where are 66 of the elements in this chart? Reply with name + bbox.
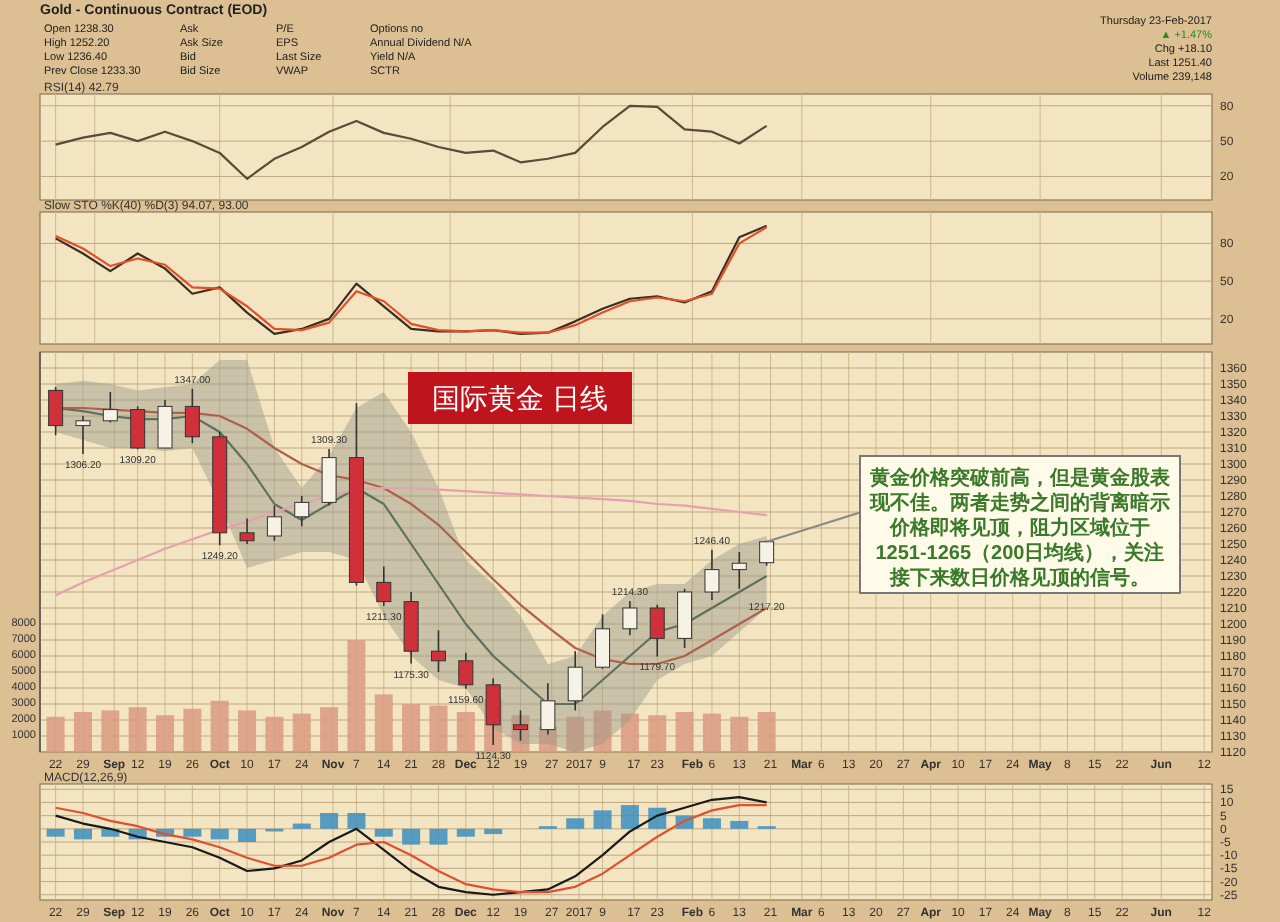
candlestick [622,600,638,636]
bar [566,716,585,752]
candlestick [75,415,91,455]
bar [46,828,65,837]
bar [238,828,257,842]
candlestick [430,629,446,673]
bar [320,813,339,829]
bar [675,712,694,752]
bar [593,710,612,752]
bar [347,640,366,752]
bar [429,705,448,752]
bar [183,708,202,752]
bar [702,713,721,752]
bar [593,810,612,829]
candlestick [266,504,282,542]
bar [757,712,776,752]
bar [292,823,311,829]
bar [374,694,393,752]
bar [73,828,92,840]
candlestick [102,391,118,424]
candlestick [704,548,720,601]
bar [183,828,202,837]
text: 国际黄金 日线 [432,382,608,414]
candlestick [759,539,775,567]
bar [648,715,667,752]
bar [210,828,229,840]
candlestick [731,551,747,590]
candlestick [294,495,310,528]
bar [320,707,339,752]
bar [73,712,92,752]
bar [156,715,175,752]
annotation: 黄金价格突破前高，但是黄金股表现不佳。两者走势之间的背离暗示价格即将见顶，阻力区域位于1251-1265（200日均线），关注接下来数日价格见顶的信号。 [868,466,1172,590]
bar [730,716,749,752]
bar [265,716,284,752]
candlestick [239,517,255,545]
candlestick [321,448,337,507]
candlestick [376,565,392,607]
bar [429,828,448,845]
bar [730,820,749,829]
candlestick [130,405,146,451]
candlestick [157,399,173,449]
candlestick [48,386,64,436]
line-series [54,104,768,180]
bar [238,710,257,752]
bar [566,818,585,829]
bar [620,713,639,752]
bar [128,707,147,752]
bar [402,828,421,845]
bar [374,828,393,837]
bar [456,712,475,752]
candlestick [567,650,583,712]
candlestick [458,652,474,690]
bar [484,828,503,835]
candlestick [184,388,200,444]
bar [101,710,120,752]
bar [620,805,639,829]
bar [402,704,421,752]
bar [292,713,311,752]
candlestick [649,604,665,658]
bar [210,700,229,752]
candlestick [595,613,611,670]
bar [702,818,721,829]
bar [347,813,366,829]
bar [456,828,475,837]
bar [46,716,65,752]
candlestick [677,588,693,649]
